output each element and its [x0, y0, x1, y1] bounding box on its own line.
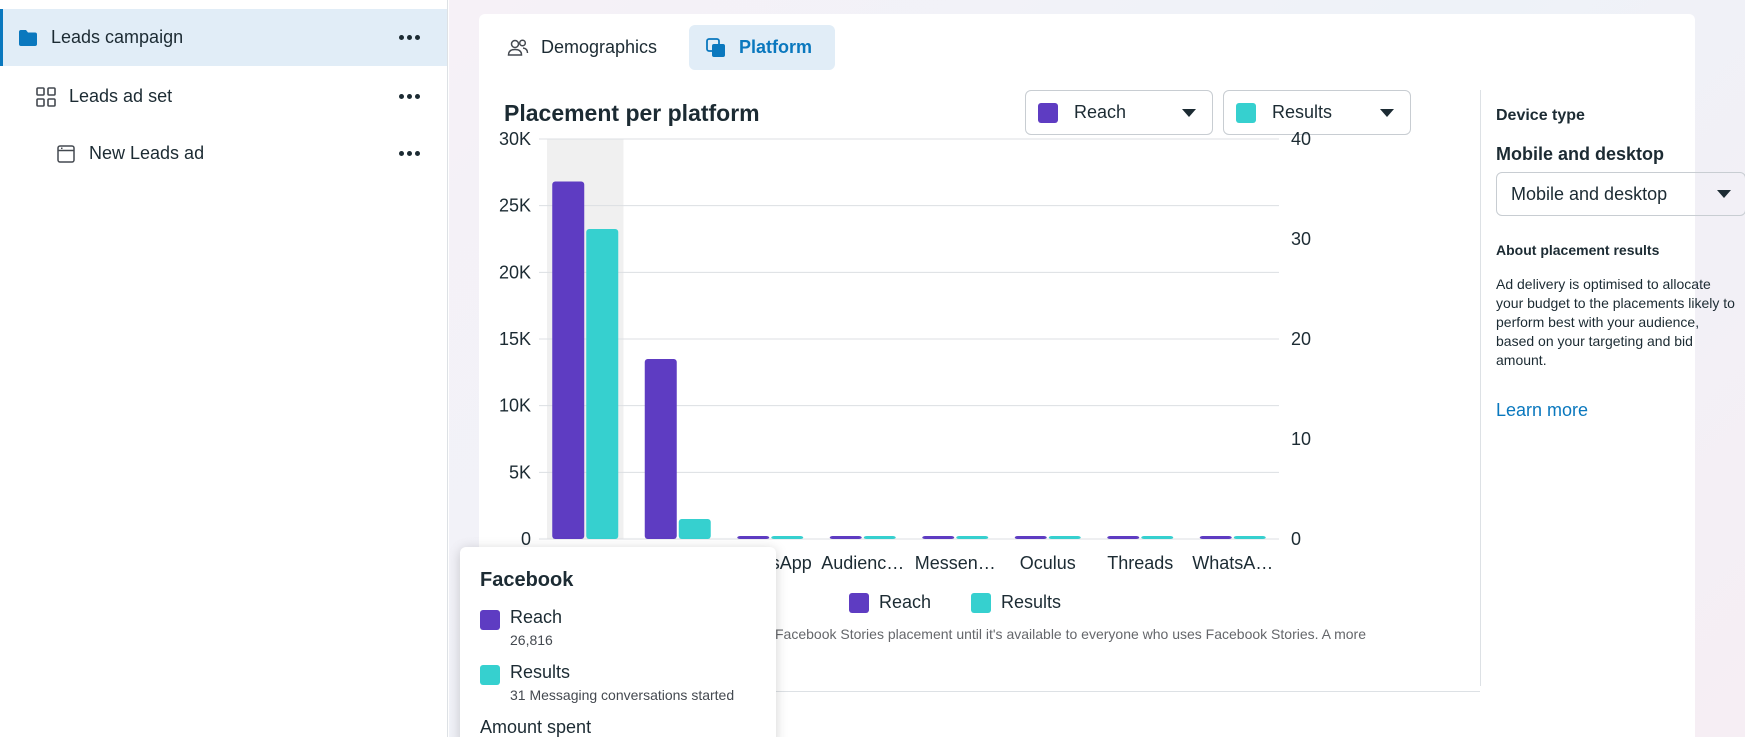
more-options-icon[interactable] [395, 87, 423, 107]
device-type-select[interactable]: Mobile and desktop [1496, 172, 1745, 216]
y-left-tick-label: 0 [521, 529, 531, 549]
tooltip-metric-name: Results [510, 662, 571, 682]
tooltip-swatch [480, 610, 500, 630]
about-placement-heading: About placement results [1496, 242, 1660, 258]
chevron-down-icon [1717, 190, 1731, 198]
device-type-value: Mobile and desktop [1511, 183, 1668, 204]
about-placement-text: Ad delivery is optimised to allocate you… [1496, 276, 1735, 368]
x-tick-label: Oculus [1020, 553, 1076, 573]
y-right-tick-label: 10 [1291, 429, 1311, 449]
tree-item-campaign[interactable]: Leads campaign [0, 9, 447, 66]
chevron-down-icon [1380, 109, 1394, 117]
metric-select-secondary[interactable]: Results [1223, 90, 1411, 135]
y-left-tick-label: 10K [499, 396, 531, 416]
metric-select-primary[interactable]: Reach [1025, 90, 1213, 135]
chart-title: Placement per platform [504, 100, 760, 126]
tab-demographics[interactable]: Demographics [495, 25, 675, 70]
tab-label: Demographics [541, 37, 658, 57]
y-right-tick-label: 0 [1291, 529, 1301, 549]
tab-label: Platform [739, 37, 813, 57]
bar-results [863, 536, 896, 539]
tree-item-label: Leads campaign [51, 27, 184, 47]
tooltip-metric-value: 31 Messaging conversations started [510, 687, 735, 703]
bar-results [1048, 536, 1081, 539]
bar-reach [1107, 536, 1140, 539]
bar-results [678, 519, 711, 539]
placement-bar-chart: 05K10K15K20K25K30K010203040WhatsAppAudie… [499, 129, 1311, 573]
bar-results [1233, 536, 1266, 539]
more-options-icon[interactable] [395, 144, 423, 164]
tooltip-swatch [480, 665, 500, 685]
bar-reach [552, 181, 585, 539]
grid-icon [35, 86, 57, 108]
x-tick-label: WhatsA… [1192, 553, 1273, 573]
x-tick-label: Audienc… [821, 553, 904, 573]
bar-reach [644, 359, 677, 539]
y-left-tick-label: 25K [499, 196, 531, 216]
legend-swatch [849, 592, 869, 613]
legend-item-reach[interactable]: Reach [849, 592, 931, 613]
learn-more-link[interactable]: Learn more [1496, 400, 1589, 420]
tooltip-title: Facebook [480, 569, 574, 591]
legend-label: Reach [879, 592, 932, 612]
legend-swatch [971, 592, 991, 613]
x-tick-label: Messen… [915, 553, 996, 573]
campaign-tree-sidebar: Leads campaign Leads ad set New Leads ad [0, 0, 448, 737]
y-right-tick-label: 20 [1291, 329, 1311, 349]
legend-item-results[interactable]: Results [971, 592, 1061, 613]
main-content: Demographics Platform Placement per plat… [449, 0, 1745, 737]
tooltip-amount-spent: Amount spent [480, 717, 592, 737]
device-type-label: Mobile and desktop [1496, 144, 1665, 164]
bar-results [956, 536, 989, 539]
y-right-tick-label: 30 [1291, 229, 1311, 249]
bar-reach [737, 536, 770, 539]
bar-results [771, 536, 804, 539]
tooltip-metric-value: 26,816 [510, 632, 553, 648]
tree-item-label: Leads ad set [69, 86, 173, 106]
color-swatch [1236, 102, 1256, 123]
y-left-tick-label: 15K [499, 329, 531, 349]
tree-item-label: New Leads ad [89, 143, 205, 163]
ad-icon [55, 143, 77, 165]
y-left-tick-label: 5K [509, 462, 531, 482]
placement-footnote: Facebook Stories placement until it's av… [775, 626, 1366, 642]
y-left-tick-label: 20K [499, 262, 531, 282]
tree-item-ad-set[interactable]: Leads ad set [0, 68, 447, 125]
legend-label: Results [1001, 592, 1062, 612]
chevron-down-icon [1182, 109, 1196, 117]
chart-tooltip: Facebook Reach 26,816 Results 31 Messagi… [460, 547, 776, 737]
tab-platform[interactable]: Platform [689, 25, 835, 70]
panel-divider [1480, 90, 1481, 686]
y-left-tick-label: 30K [499, 129, 531, 149]
device-type-heading: Device type [1496, 107, 1585, 124]
bar-results [1141, 536, 1174, 539]
bar-reach [922, 536, 955, 539]
tree-item-ad[interactable]: New Leads ad [0, 125, 447, 182]
bar-results [586, 229, 619, 539]
metric-select-label: Results [1272, 102, 1333, 122]
more-options-icon[interactable] [395, 28, 423, 48]
bar-reach [1199, 536, 1232, 539]
y-right-tick-label: 40 [1291, 129, 1311, 149]
bar-reach [1014, 536, 1047, 539]
folder-icon [17, 27, 39, 49]
people-icon [507, 37, 529, 59]
bar-reach [829, 536, 862, 539]
metric-select-label: Reach [1074, 102, 1127, 122]
x-tick-label: Threads [1107, 553, 1173, 573]
tooltip-metric-name: Reach [510, 607, 563, 627]
section-divider [479, 691, 1480, 692]
color-swatch [1038, 102, 1058, 123]
platform-icon [705, 37, 727, 59]
